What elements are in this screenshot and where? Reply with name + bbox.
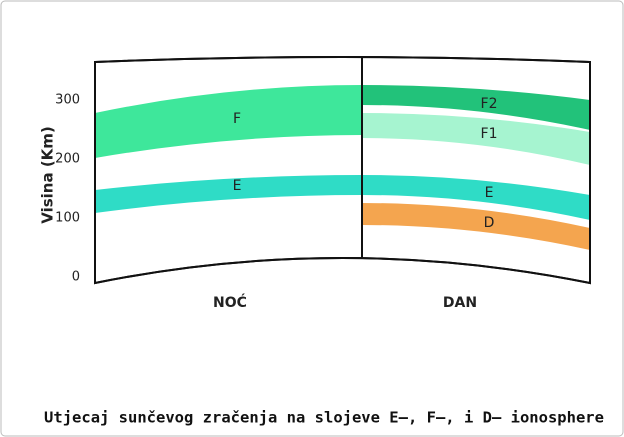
tick-label: 200 (55, 152, 80, 167)
layer-label: E (485, 185, 494, 201)
layer-label: D (484, 215, 495, 231)
layer-d (362, 203, 590, 250)
axis-label: Visina (Km) (39, 126, 57, 224)
tick-label: 100 (55, 211, 80, 226)
layer-f1 (362, 113, 590, 165)
layer-label: F2 (481, 96, 498, 112)
layer-e (95, 175, 362, 213)
layer-f2 (362, 85, 590, 130)
section-title: DAN (443, 295, 477, 311)
caption: Utjecaj sunčevog zračenja na slojeve E–,… (44, 409, 604, 427)
layer-label: F1 (481, 126, 498, 142)
layer-e (362, 175, 590, 220)
tick-label: 300 (55, 93, 80, 108)
layer-label: F (233, 111, 241, 127)
tick-label: 0 (72, 270, 80, 285)
layer-label: E (233, 178, 242, 194)
layer-f (95, 85, 362, 158)
sector-outline (94, 56, 591, 285)
section-title: NOĆ (213, 293, 247, 311)
